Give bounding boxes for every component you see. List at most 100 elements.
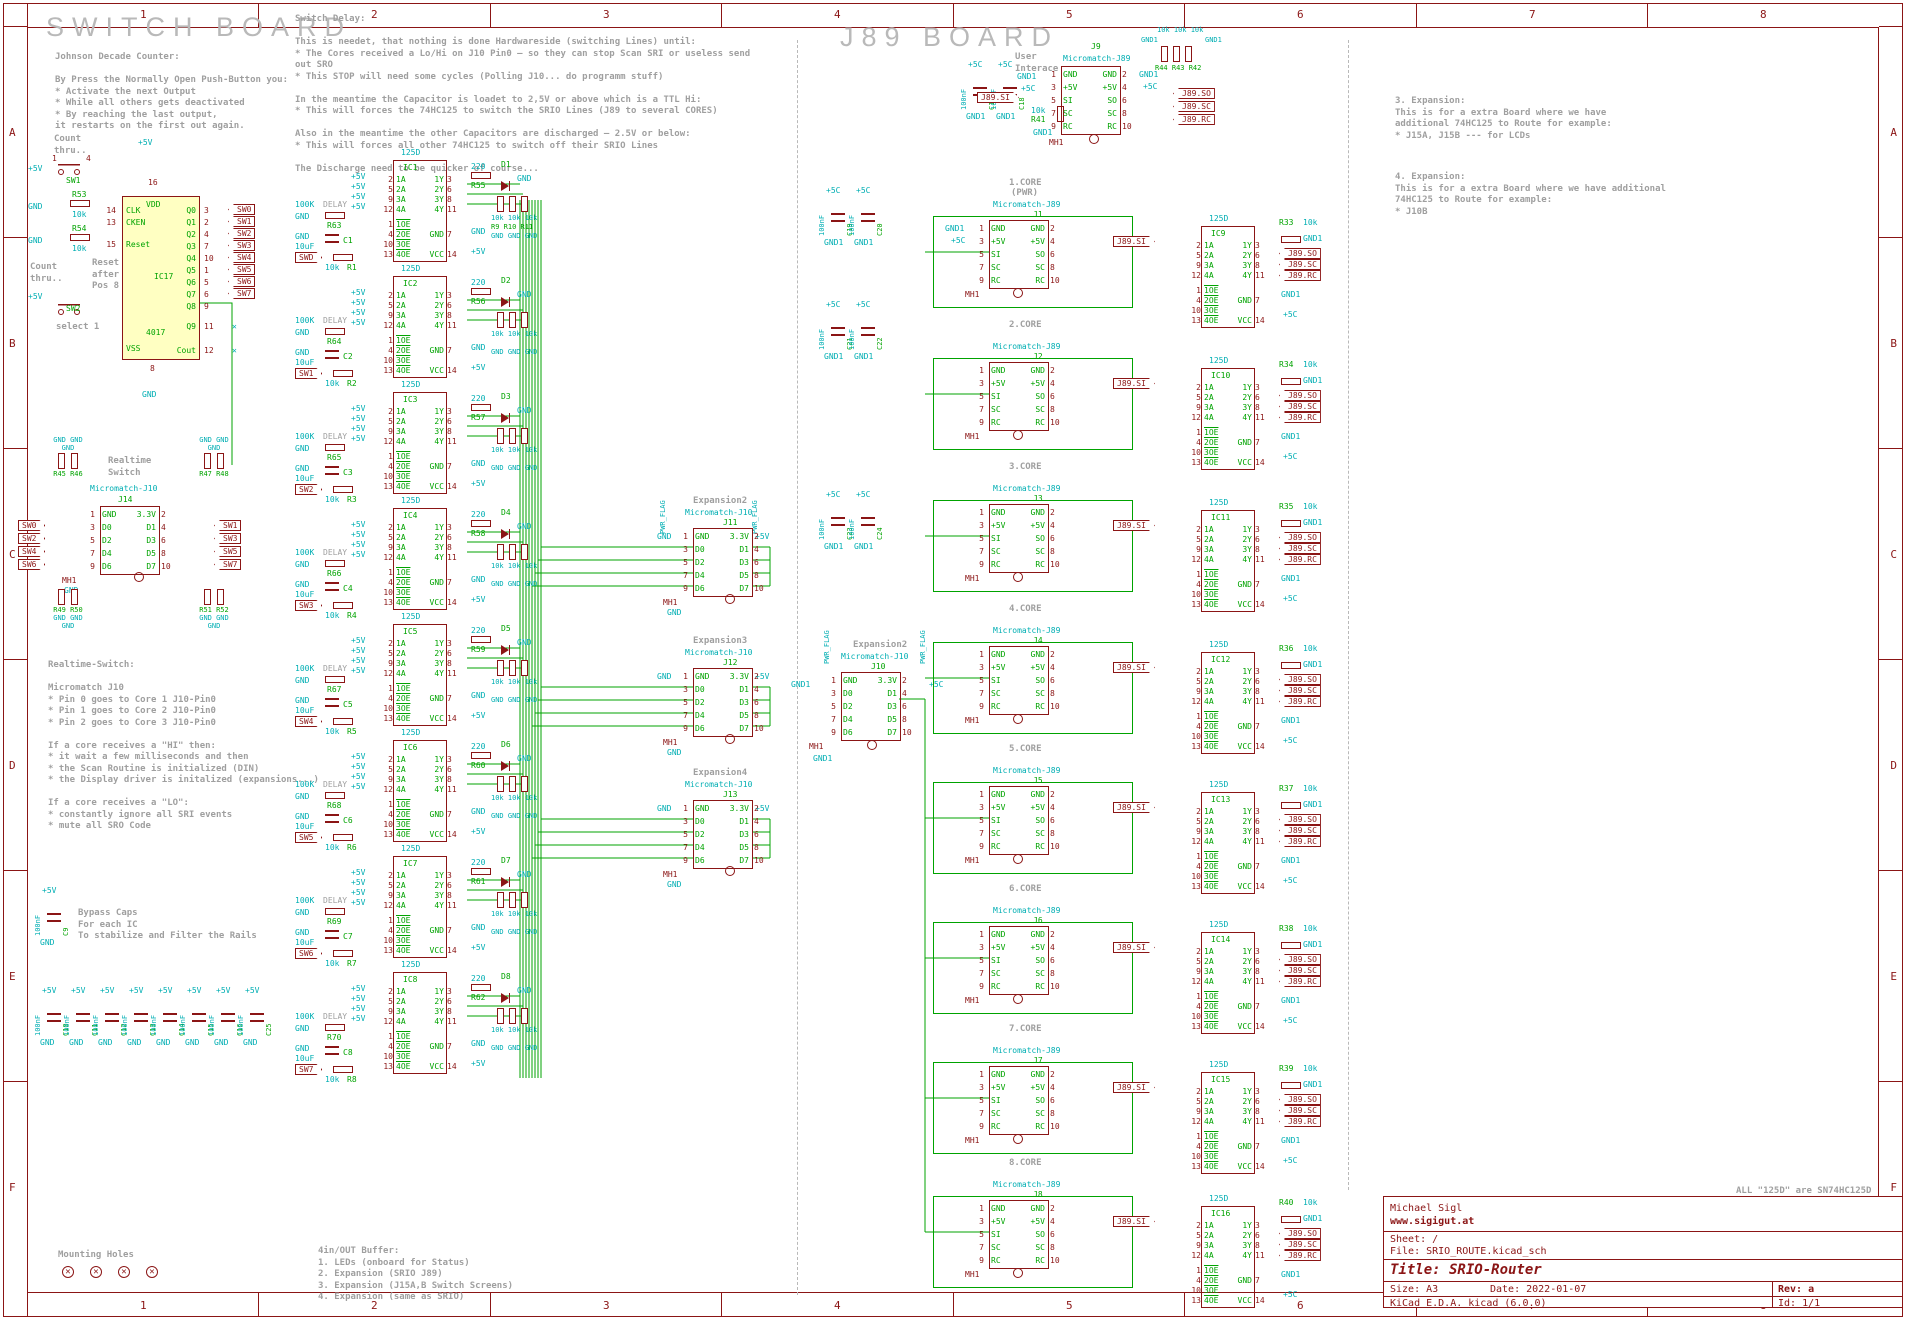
sw-net-label[interactable]: SW4 bbox=[228, 252, 256, 263]
pulldown-resistor[interactable] bbox=[521, 312, 528, 328]
series-resistor[interactable] bbox=[333, 370, 353, 377]
pulldown-resistor[interactable] bbox=[521, 196, 528, 212]
pullup-resistor[interactable] bbox=[1185, 46, 1192, 62]
buffer-125d[interactable]: +5V +5V +5V +5V 100K DELAY GND R70 GND 1… bbox=[295, 960, 545, 1084]
realtime-switch-j14[interactable]: Realtime Switch Micromatch-J10 J14 1 GND … bbox=[18, 436, 268, 642]
buffer-125d[interactable]: +5V +5V +5V +5V 100K DELAY GND R63 GND 1… bbox=[295, 148, 545, 272]
j89sc-label[interactable]: J89.SC bbox=[1279, 1239, 1321, 1250]
ic-body[interactable]: 2 1A 5 2A 9 3A 12 4A 1 1OE 4 2OE 10 3OE 13 4OE 1Y 3 2Y 6 3Y… bbox=[383, 276, 457, 378]
delay-capacitor[interactable] bbox=[325, 930, 339, 939]
sw-net-label[interactable]: SW0 bbox=[228, 204, 256, 215]
sw-net-label[interactable]: SW1 bbox=[295, 368, 322, 379]
ic-body[interactable]: 2 1A 5 2A 9 3A 12 4A 1 1OE 4 2OE 10 3OE 13 4OE 1Y 3 2Y 6 3Y… bbox=[383, 856, 457, 958]
series-resistor[interactable] bbox=[333, 834, 353, 841]
bypass-capacitor[interactable]: +5V 100nF C25 GND bbox=[237, 986, 273, 1052]
ic-body[interactable]: 2 1A 5 2A 9 3A 12 4A 1 1OE 4 2OE 10 3OE 13 4OE 1Y 3 2Y 6 3Y… bbox=[1191, 510, 1265, 612]
pulldown-resistor[interactable] bbox=[497, 196, 504, 212]
pulldown-resistor[interactable] bbox=[509, 776, 516, 792]
ic-body[interactable]: 2 1A 5 2A 9 3A 12 4A 1 1OE 4 2OE 10 3OE 13 4OE 1Y 3 2Y 6 3Y… bbox=[1191, 652, 1265, 754]
delay-capacitor[interactable] bbox=[325, 234, 339, 243]
delay-resistor[interactable] bbox=[325, 444, 345, 451]
pulldown-resistor[interactable] bbox=[509, 428, 516, 444]
pushbutton-sw2[interactable] bbox=[56, 302, 82, 315]
pullup-pair[interactable]: GND GND GND R45 R46 bbox=[48, 436, 88, 478]
pulldown-resistor[interactable] bbox=[509, 196, 516, 212]
j89si-label[interactable]: J89.SI bbox=[977, 92, 1019, 103]
sw-net-label[interactable]: SWD bbox=[295, 252, 322, 263]
delay-resistor[interactable] bbox=[325, 560, 345, 567]
led[interactable] bbox=[501, 993, 510, 1003]
ic-body[interactable]: 2 1A 5 2A 9 3A 12 4A 1 1OE 4 2OE 10 3OE 13 4OE 1Y 3 2Y 6 3Y… bbox=[383, 392, 457, 494]
led-resistor[interactable] bbox=[471, 404, 491, 411]
pulldown-resistor[interactable] bbox=[1281, 802, 1301, 809]
j89sc-label[interactable]: J89.SC bbox=[1279, 1105, 1321, 1116]
buffer-125d[interactable]: +5V +5V +5V +5V 100K DELAY GND R64 GND 1… bbox=[295, 264, 545, 388]
core-block[interactable]: 5.CORE Micromatch-J89 J5 1 GND GND 2 3 +5V … bbox=[933, 744, 1325, 894]
j9-user-interface[interactable]: User Interace J9 Micromatch-J89 1 GND GND… bbox=[1005, 26, 1245, 162]
led-resistor[interactable] bbox=[471, 868, 491, 875]
sw-net-label[interactable]: SW6 bbox=[18, 559, 45, 570]
pulldown-resistor[interactable] bbox=[521, 428, 528, 444]
resistor-r54[interactable] bbox=[70, 234, 90, 241]
bypass-capacitor[interactable]: +5C 100nF C23 GND1 bbox=[818, 490, 854, 556]
led[interactable] bbox=[501, 297, 510, 307]
j89so-label[interactable]: J89.SO bbox=[1279, 814, 1321, 825]
sw-net-label[interactable]: SW7 bbox=[228, 288, 256, 299]
j89rc-label[interactable]: J89.RC bbox=[1279, 696, 1321, 707]
sw-net-label[interactable]: SW4 bbox=[18, 546, 45, 557]
sw-net-label[interactable]: SW1 bbox=[228, 216, 256, 227]
j89so-label[interactable]: J89.SO bbox=[1279, 954, 1321, 965]
j89sc-label[interactable]: J89.SC bbox=[1173, 101, 1215, 112]
pulldown-resistor[interactable] bbox=[521, 892, 528, 908]
delay-capacitor[interactable] bbox=[325, 1046, 339, 1055]
pulldown-resistor[interactable] bbox=[497, 312, 504, 328]
j89si-label[interactable]: J89.SI bbox=[1113, 378, 1155, 389]
delay-resistor[interactable] bbox=[325, 328, 345, 335]
core-block[interactable]: 7.CORE Micromatch-J89 J7 1 GND GND 2 3 +5V … bbox=[933, 1024, 1325, 1174]
johnson-counter-ic17[interactable]: Count thru.. +5V 1 4 SW1 GND R53 10k GND… bbox=[28, 132, 268, 432]
j89si-label[interactable]: J89.SI bbox=[1113, 1216, 1155, 1227]
delay-capacitor[interactable] bbox=[325, 582, 339, 591]
sw-net-label[interactable]: SW0 bbox=[18, 520, 45, 531]
bypass-capacitor[interactable]: +5C 100nF C19 GND1 bbox=[818, 186, 854, 252]
pulldown-resistor[interactable] bbox=[497, 1008, 504, 1024]
delay-resistor[interactable] bbox=[325, 212, 345, 219]
led[interactable] bbox=[501, 413, 510, 423]
j89rc-label[interactable]: J89.RC bbox=[1279, 1250, 1321, 1261]
buffer-125d[interactable]: +5V +5V +5V +5V 100K DELAY GND R66 GND 1… bbox=[295, 496, 545, 620]
sw-net-label[interactable]: SW2 bbox=[295, 484, 322, 495]
led-resistor[interactable] bbox=[471, 752, 491, 759]
led[interactable] bbox=[501, 645, 510, 655]
delay-resistor[interactable] bbox=[325, 792, 345, 799]
pulldown-resistor[interactable] bbox=[509, 312, 516, 328]
j89rc-label[interactable]: J89.RC bbox=[1279, 976, 1321, 987]
j89si-label[interactable]: J89.SI bbox=[1113, 1082, 1155, 1093]
pushbutton-sw1[interactable] bbox=[56, 162, 82, 175]
delay-resistor[interactable] bbox=[325, 1024, 345, 1031]
pulldown-resistor[interactable] bbox=[1281, 378, 1301, 385]
delay-capacitor[interactable] bbox=[325, 350, 339, 359]
core-block[interactable]: 3.CORE Micromatch-J89 J3 1 GND GND 2 3 +5V … bbox=[933, 462, 1325, 612]
sw-net-label[interactable]: SW3 bbox=[295, 600, 322, 611]
resistor-r41[interactable] bbox=[1057, 106, 1064, 122]
bypass-capacitor[interactable]: +5V 100nF C11 GND bbox=[63, 986, 99, 1052]
bypass-capacitor[interactable]: +5V 100nF C14 GND bbox=[150, 986, 186, 1052]
led-resistor[interactable] bbox=[471, 288, 491, 295]
sw-net-label[interactable]: SW5 bbox=[295, 832, 322, 843]
pulldown-resistor[interactable] bbox=[509, 660, 516, 676]
led[interactable] bbox=[501, 181, 510, 191]
pulldown-resistor[interactable] bbox=[521, 544, 528, 560]
resistor-r53[interactable] bbox=[70, 200, 90, 207]
sw-net-label[interactable]: SW3 bbox=[228, 240, 256, 251]
j89so-label[interactable]: J89.SO bbox=[1279, 532, 1321, 543]
core-block[interactable]: 4.CORE Micromatch-J89 J4 1 GND GND 2 3 +5V … bbox=[933, 604, 1325, 754]
ic-body[interactable]: 2 1A 5 2A 9 3A 12 4A 1 1OE 4 2OE 10 3OE 13 4OE 1Y 3 2Y 6 3Y… bbox=[383, 740, 457, 842]
core-block[interactable]: 1.CORE (PWR) Micromatch-J89 J1 GND1 +5C … bbox=[933, 178, 1325, 328]
buffer-125d[interactable]: +5V +5V +5V +5V 100K DELAY GND R69 GND 1… bbox=[295, 844, 545, 968]
pulldown-resistor[interactable] bbox=[497, 776, 504, 792]
pullup-resistor[interactable] bbox=[1173, 46, 1180, 62]
bypass-capacitor[interactable]: +5V 100nF C9 GND bbox=[34, 886, 70, 952]
j89rc-label[interactable]: J89.RC bbox=[1279, 412, 1321, 423]
ic-body[interactable]: 2 1A 5 2A 9 3A 12 4A 1 1OE 4 2OE 10 3OE 13 4OE 1Y 3 2Y 6 3Y… bbox=[1191, 368, 1265, 470]
